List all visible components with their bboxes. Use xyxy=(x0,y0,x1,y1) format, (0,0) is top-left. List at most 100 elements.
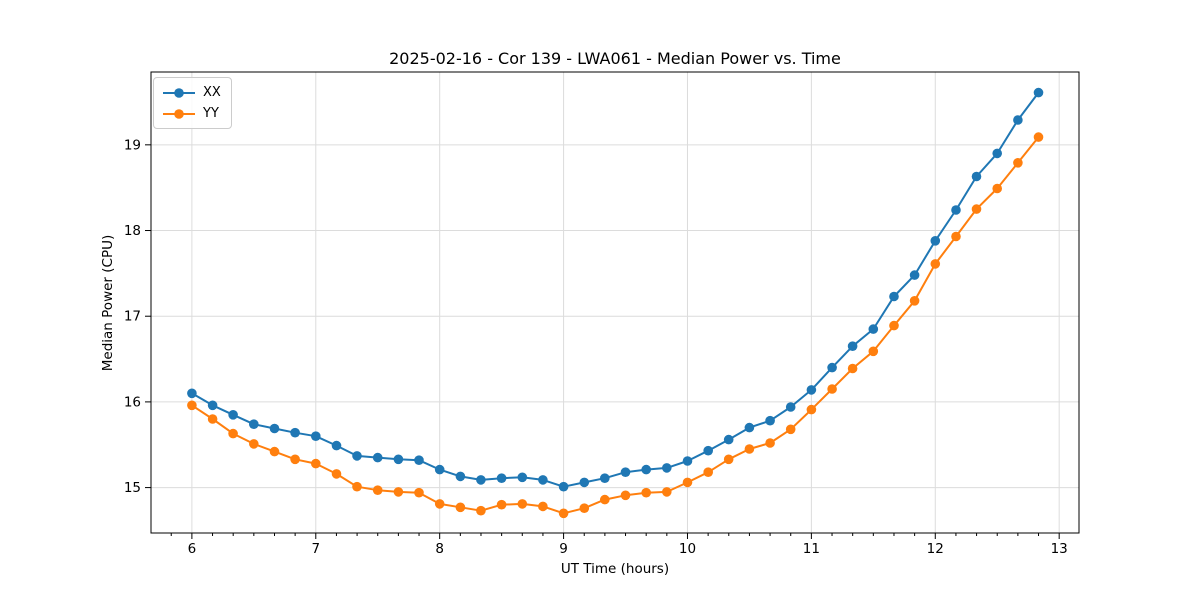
legend-marker-xx xyxy=(163,87,195,98)
legend-marker-yy xyxy=(163,108,195,119)
data-point xyxy=(641,464,651,475)
data-point xyxy=(827,384,837,394)
data-point xyxy=(538,501,548,512)
data-point xyxy=(434,499,445,509)
data-point xyxy=(785,402,796,412)
data-point xyxy=(187,400,197,411)
data-point xyxy=(909,270,920,280)
data-point xyxy=(682,456,693,466)
data-point xyxy=(558,481,569,492)
y-axis-label: Median Power (CPU) xyxy=(100,234,116,372)
data-point xyxy=(393,454,404,465)
data-point xyxy=(703,445,713,456)
data-point xyxy=(538,475,548,485)
y-axis: 15 16 17 18 19 xyxy=(124,137,151,496)
data-point xyxy=(579,477,590,488)
legend-item-yy: YY xyxy=(162,104,221,123)
series-YY xyxy=(187,132,1044,519)
data-point xyxy=(311,458,321,469)
data-point xyxy=(951,205,961,215)
plot-border xyxy=(150,71,1080,534)
data-point xyxy=(187,388,197,399)
data-point xyxy=(311,431,321,442)
data-point xyxy=(249,419,259,430)
data-point xyxy=(372,485,383,496)
data-point xyxy=(1013,115,1023,125)
x-tick-label: 7 xyxy=(311,541,320,557)
data-point xyxy=(352,481,362,492)
legend-item-xx: XX xyxy=(162,83,221,102)
x-axis: 6 7 8 9 10 11 12 13 xyxy=(170,533,1068,557)
data-point xyxy=(372,452,383,463)
data-point xyxy=(207,400,218,411)
data-point xyxy=(703,467,713,478)
data-point xyxy=(620,467,631,478)
x-tick-label: 13 xyxy=(1051,541,1068,557)
data-point xyxy=(352,451,362,461)
data-point xyxy=(579,503,590,513)
x-tick-label: 8 xyxy=(435,541,444,557)
data-point xyxy=(951,231,961,242)
data-point xyxy=(517,472,528,483)
data-point xyxy=(496,473,507,484)
data-point xyxy=(331,469,342,479)
data-point xyxy=(641,487,651,498)
data-point xyxy=(806,404,817,415)
data-point xyxy=(847,341,858,352)
data-point xyxy=(476,505,486,516)
data-point xyxy=(662,487,672,497)
data-point xyxy=(393,487,404,497)
data-point xyxy=(496,499,507,510)
data-point xyxy=(930,236,941,246)
y-tick-label: 19 xyxy=(124,137,141,153)
data-point xyxy=(1033,87,1044,98)
data-point xyxy=(455,502,466,513)
legend-label: XX xyxy=(203,85,221,100)
data-point xyxy=(269,446,280,457)
chart-title: 2025-02-16 - Cor 139 - LWA061 - Median P… xyxy=(389,49,841,68)
series-YY-line xyxy=(190,136,1040,515)
data-point xyxy=(600,494,610,505)
data-point xyxy=(662,463,672,473)
grid xyxy=(151,72,1079,533)
series-XX-line xyxy=(190,91,1040,488)
data-point xyxy=(1033,132,1044,142)
data-point xyxy=(455,471,466,482)
legend-dot xyxy=(174,108,184,119)
data-point xyxy=(290,454,300,465)
legend-label: YY xyxy=(203,106,219,121)
y-tick-label: 18 xyxy=(124,223,141,239)
data-point xyxy=(806,385,817,395)
data-point xyxy=(992,183,1002,194)
legend: XX YY xyxy=(153,77,232,129)
data-point xyxy=(744,444,755,454)
data-point xyxy=(765,415,775,426)
data-point xyxy=(868,346,879,357)
data-point xyxy=(228,410,238,420)
x-tick-label: 9 xyxy=(559,541,568,557)
x-axis-label: UT Time (hours) xyxy=(560,561,670,577)
data-point xyxy=(269,423,280,434)
data-point xyxy=(682,477,693,488)
data-point xyxy=(765,438,775,448)
x-tick-label: 6 xyxy=(188,541,197,557)
data-point xyxy=(414,487,424,498)
data-point xyxy=(785,424,796,435)
data-point xyxy=(847,363,858,374)
data-point xyxy=(909,296,920,306)
data-point xyxy=(827,362,837,373)
y-tick-label: 17 xyxy=(124,309,141,325)
data-point xyxy=(971,171,982,182)
x-tick-label: 11 xyxy=(803,541,820,557)
data-point xyxy=(889,291,899,302)
data-point xyxy=(290,427,300,438)
series-XX xyxy=(187,87,1044,492)
data-point xyxy=(744,422,755,433)
data-point xyxy=(434,464,445,475)
data-point xyxy=(723,434,734,445)
data-point xyxy=(620,490,631,501)
data-point xyxy=(558,508,569,519)
data-point xyxy=(228,428,238,439)
data-point xyxy=(723,454,734,465)
